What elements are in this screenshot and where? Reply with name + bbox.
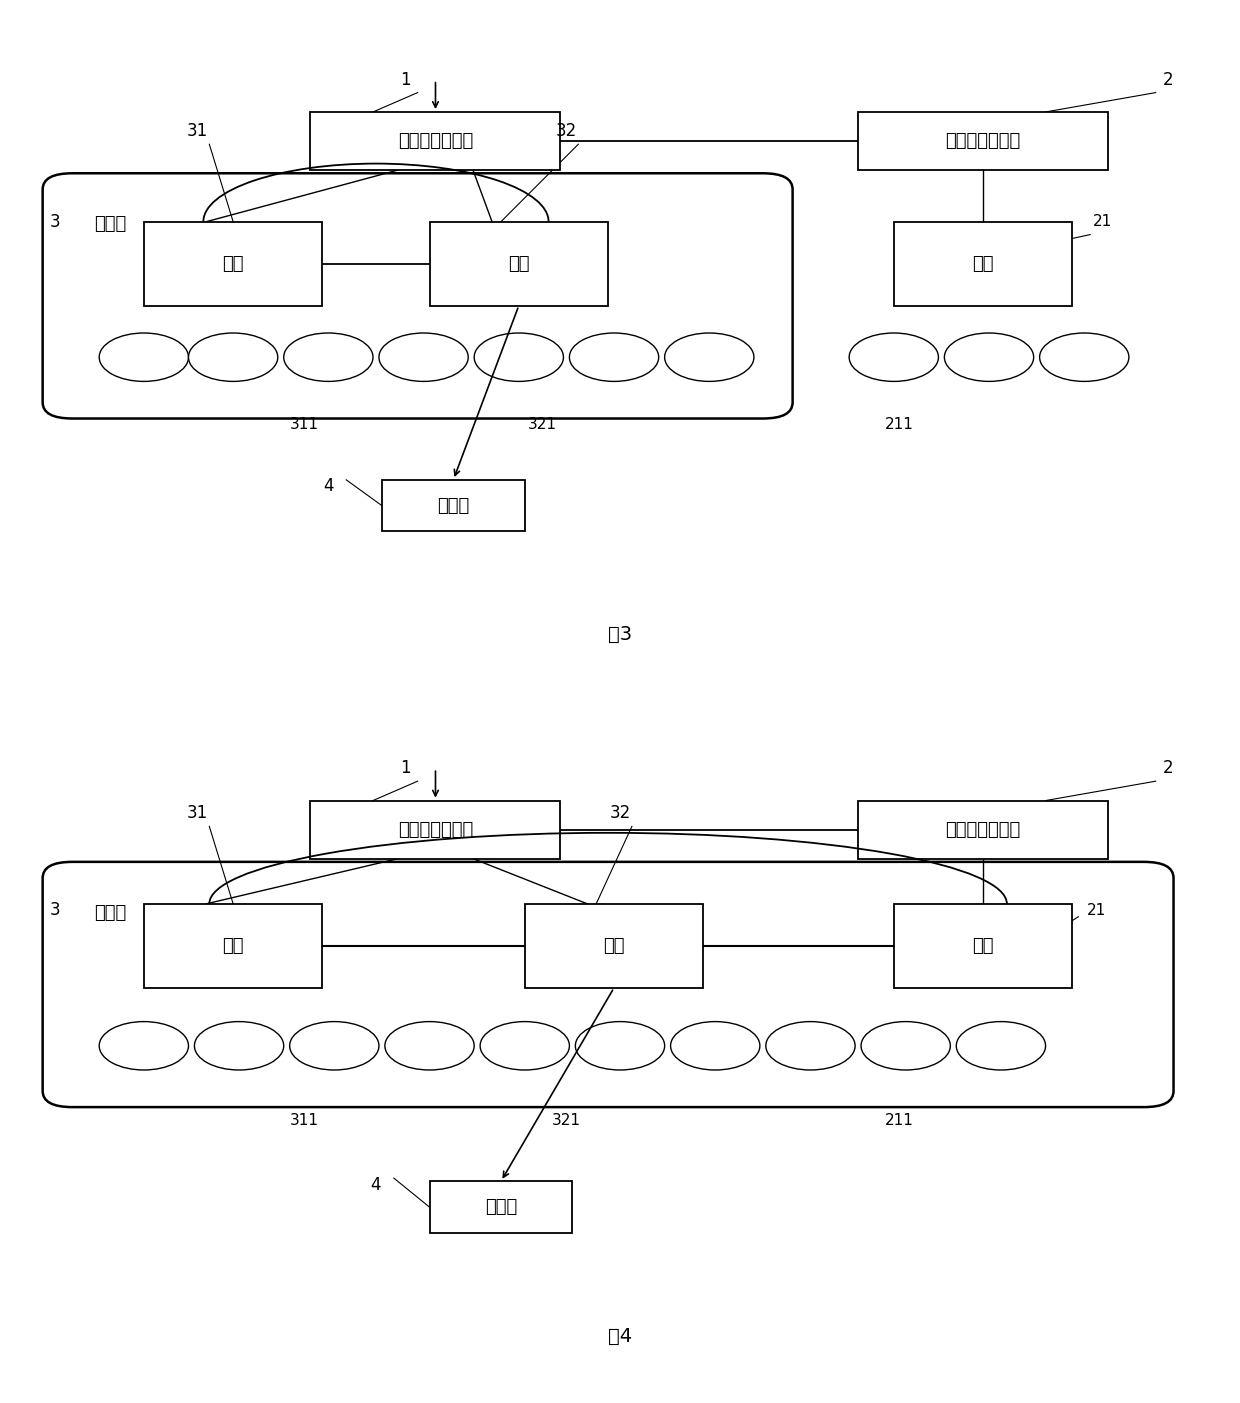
- Text: 无线网络控制器: 无线网络控制器: [398, 821, 474, 839]
- Text: 基站: 基站: [222, 937, 244, 955]
- FancyBboxPatch shape: [310, 801, 560, 859]
- Text: 基站: 基站: [508, 254, 529, 272]
- FancyBboxPatch shape: [894, 222, 1073, 306]
- FancyBboxPatch shape: [310, 112, 560, 170]
- Ellipse shape: [99, 1021, 188, 1070]
- FancyBboxPatch shape: [42, 174, 792, 418]
- Text: 32: 32: [556, 122, 577, 140]
- Ellipse shape: [188, 333, 278, 382]
- Text: 移动台: 移动台: [485, 1198, 517, 1216]
- Ellipse shape: [575, 1021, 665, 1070]
- Ellipse shape: [474, 333, 563, 382]
- Ellipse shape: [1039, 333, 1128, 382]
- Text: 3: 3: [50, 213, 60, 230]
- FancyBboxPatch shape: [894, 904, 1073, 988]
- Text: 基站池: 基站池: [94, 215, 126, 233]
- Text: 3: 3: [50, 901, 60, 919]
- FancyBboxPatch shape: [429, 222, 608, 306]
- Ellipse shape: [849, 333, 939, 382]
- Text: 4: 4: [324, 477, 334, 495]
- Ellipse shape: [195, 1021, 284, 1070]
- Ellipse shape: [861, 1021, 950, 1070]
- FancyBboxPatch shape: [144, 904, 322, 988]
- Text: 无线网络控制器: 无线网络控制器: [945, 132, 1021, 150]
- Text: 211: 211: [885, 1113, 914, 1128]
- Text: 无线网络控制器: 无线网络控制器: [945, 821, 1021, 839]
- Text: 图4: 图4: [608, 1327, 632, 1345]
- Text: 2: 2: [1162, 70, 1173, 88]
- Text: 移动台: 移动台: [438, 497, 470, 515]
- Ellipse shape: [665, 333, 754, 382]
- FancyBboxPatch shape: [858, 801, 1109, 859]
- Text: 基站: 基站: [222, 254, 244, 272]
- Text: 基站: 基站: [604, 937, 625, 955]
- FancyBboxPatch shape: [382, 480, 525, 532]
- Ellipse shape: [569, 333, 658, 382]
- Ellipse shape: [671, 1021, 760, 1070]
- Ellipse shape: [284, 333, 373, 382]
- Text: 21: 21: [1092, 215, 1112, 229]
- Text: 311: 311: [290, 1113, 319, 1128]
- Text: 1: 1: [401, 759, 410, 777]
- FancyBboxPatch shape: [144, 222, 322, 306]
- FancyBboxPatch shape: [858, 112, 1109, 170]
- Text: 无线网络控制器: 无线网络控制器: [398, 132, 474, 150]
- Text: 基站池: 基站池: [94, 904, 126, 922]
- Ellipse shape: [290, 1021, 379, 1070]
- Text: 311: 311: [290, 418, 319, 432]
- Text: 211: 211: [885, 418, 914, 432]
- Text: 2: 2: [1162, 759, 1173, 777]
- Text: 321: 321: [528, 418, 557, 432]
- FancyBboxPatch shape: [42, 861, 1173, 1107]
- Text: 基站: 基站: [972, 937, 993, 955]
- Text: 32: 32: [609, 804, 631, 822]
- FancyBboxPatch shape: [525, 904, 703, 988]
- Ellipse shape: [766, 1021, 856, 1070]
- FancyBboxPatch shape: [429, 1181, 573, 1233]
- Text: 21: 21: [1086, 902, 1106, 918]
- Text: 4: 4: [371, 1176, 381, 1194]
- Ellipse shape: [480, 1021, 569, 1070]
- Text: 基站: 基站: [972, 254, 993, 272]
- Text: 321: 321: [552, 1113, 580, 1128]
- Ellipse shape: [99, 333, 188, 382]
- Ellipse shape: [945, 333, 1034, 382]
- Ellipse shape: [384, 1021, 474, 1070]
- Text: 31: 31: [187, 804, 208, 822]
- Text: 31: 31: [187, 122, 208, 140]
- Text: 1: 1: [401, 70, 410, 88]
- Ellipse shape: [379, 333, 469, 382]
- Ellipse shape: [956, 1021, 1045, 1070]
- Text: 图3: 图3: [608, 626, 632, 644]
